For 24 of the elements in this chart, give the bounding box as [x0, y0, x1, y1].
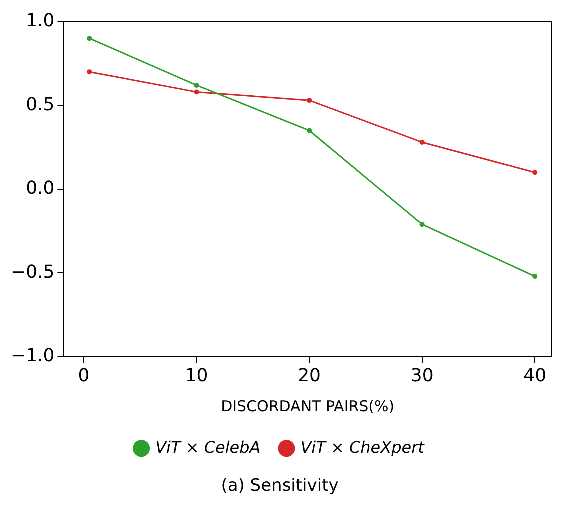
x-tick-label: 20	[298, 365, 321, 386]
legend-label: ViT × CelebA	[156, 438, 261, 457]
point	[532, 274, 538, 280]
point	[87, 36, 92, 42]
point	[194, 82, 200, 88]
y-tick-label: 0.0	[26, 178, 55, 200]
y-tick-label: 1.0	[26, 10, 55, 32]
x-axis-title: DISCORDANT PAIRS(%)	[221, 397, 395, 416]
point	[420, 140, 425, 145]
point	[532, 170, 538, 176]
y-tick-label: −0.5	[10, 262, 55, 283]
x-tick-label: 10	[185, 365, 208, 386]
x-tick-label: 30	[410, 365, 434, 386]
point	[307, 98, 312, 104]
point	[307, 128, 312, 134]
point	[87, 70, 92, 75]
legend-label: ViT × CheXpert	[300, 438, 426, 457]
y-tick-label: −1.0	[10, 346, 55, 367]
point	[420, 222, 425, 228]
x-tick-label: 40	[524, 365, 547, 386]
x-tick-label: 0	[78, 365, 90, 386]
text: (a) Sensitivity	[221, 476, 339, 496]
y-tick-label: 0.5	[26, 94, 55, 116]
point	[194, 90, 200, 95]
